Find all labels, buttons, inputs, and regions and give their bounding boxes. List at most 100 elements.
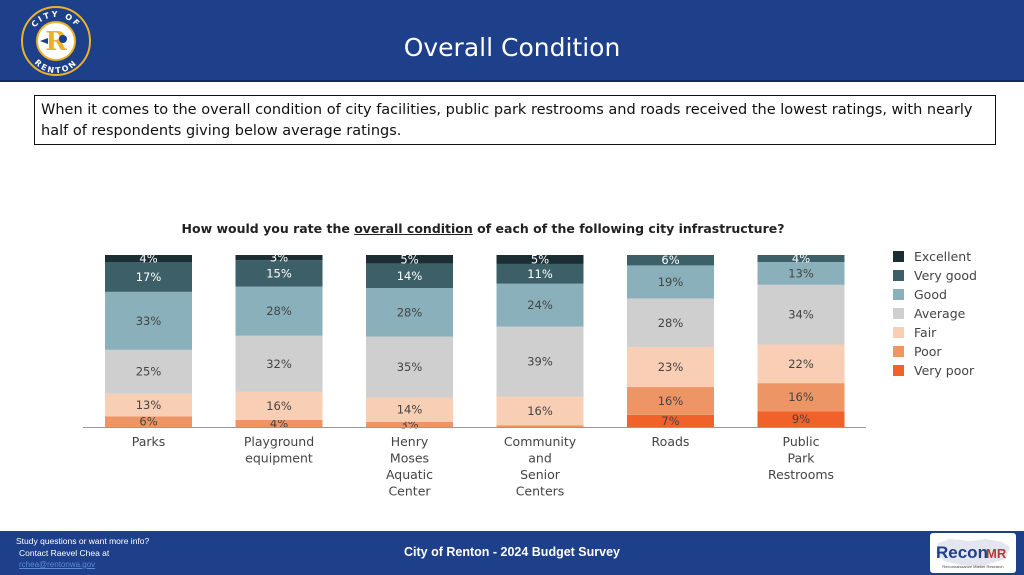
data-label: 6% xyxy=(661,253,679,267)
category-label: Community xyxy=(504,434,577,449)
data-label: 28% xyxy=(658,316,684,330)
contact-line-2: Contact Raevel Chea at xyxy=(19,548,110,558)
bar-segment-fair xyxy=(496,396,584,426)
data-label: 13% xyxy=(136,398,162,412)
city-seal-logo: CITY OF RENTON R xyxy=(21,6,91,76)
bar-segment-average xyxy=(627,298,714,348)
legend-label: Average xyxy=(914,306,966,321)
brand-accent: MR xyxy=(986,546,1007,561)
data-label: 7% xyxy=(661,414,679,428)
bar-segment-poor xyxy=(366,421,453,427)
survey-name: City of Renton - 2024 Budget Survey xyxy=(403,545,620,559)
bar-segment-very-poor xyxy=(757,411,845,427)
data-label: 15% xyxy=(266,266,292,280)
contact-note: Study questions or want more info? Conta… xyxy=(16,535,149,571)
legend-swatch xyxy=(893,270,904,281)
footer-bar: Study questions or want more info? Conta… xyxy=(0,531,1024,575)
category-label: Moses xyxy=(390,451,429,466)
data-label: 23% xyxy=(658,360,684,374)
bar-segment-poor xyxy=(496,425,584,427)
contact-line-1: Study questions or want more info? xyxy=(16,536,150,546)
data-label: 39% xyxy=(527,355,553,369)
category-label: Park xyxy=(787,451,815,466)
chart-question-prefix: How would you rate the xyxy=(181,221,355,236)
data-label: 17% xyxy=(136,270,162,284)
data-label: 24% xyxy=(527,298,553,312)
data-label: 4% xyxy=(792,252,810,266)
bar-segment-good xyxy=(757,262,845,285)
data-label: 3% xyxy=(270,251,288,265)
data-label: 25% xyxy=(136,365,162,379)
bar-segment-average xyxy=(105,349,192,394)
bar-segment-excellent xyxy=(105,255,192,263)
legend-swatch xyxy=(893,365,904,376)
chart-question: How would you rate the overall condition… xyxy=(0,221,966,236)
brand-tagline: Reconnaissance Market Research xyxy=(942,564,1003,569)
bar-segment-fair xyxy=(235,391,323,420)
header-bar: CITY OF RENTON R Overall Condition xyxy=(0,0,1024,82)
bar-segment-poor xyxy=(757,383,845,412)
category-label: Public xyxy=(783,434,820,449)
bar-segment-very-poor xyxy=(627,414,714,427)
bar-segment-fair xyxy=(627,347,714,388)
data-label: 33% xyxy=(136,314,162,328)
data-label: 14% xyxy=(397,269,423,283)
category-label: equipment xyxy=(245,451,313,466)
bar-segment-excellent xyxy=(496,255,584,264)
data-label: 16% xyxy=(658,394,684,408)
legend-label: Good xyxy=(914,287,947,302)
legend-swatch xyxy=(893,289,904,300)
data-label: 4% xyxy=(270,416,288,430)
data-label: 5% xyxy=(531,252,549,266)
bar-segment-very-good xyxy=(235,260,323,287)
data-label: 34% xyxy=(788,308,814,322)
summary-callout: When it comes to the overall condition o… xyxy=(34,95,996,145)
contact-email-link[interactable]: rchea@rentonwa.gov xyxy=(19,560,96,569)
data-label: 9% xyxy=(792,412,810,426)
data-label: 13% xyxy=(788,266,814,280)
bar-segment-excellent xyxy=(366,255,453,264)
data-label: 14% xyxy=(397,403,423,417)
data-label: 28% xyxy=(397,305,423,319)
legend-swatch xyxy=(893,327,904,338)
bar-segment-average xyxy=(496,326,584,397)
legend-label: Fair xyxy=(914,325,937,340)
bar-segment-good xyxy=(496,283,584,327)
category-label: and xyxy=(528,451,552,466)
bar-segment-fair xyxy=(105,393,192,417)
bar-segment-very-good xyxy=(105,262,192,292)
data-label: 22% xyxy=(788,357,814,371)
bar-segment-average xyxy=(366,336,453,398)
bar-segment-very-good xyxy=(366,263,453,289)
bar-segment-fair xyxy=(757,344,845,384)
page-title: Overall Condition xyxy=(403,33,621,62)
chart-question-suffix: of each of the following city infrastruc… xyxy=(472,221,785,236)
bar-segment-very-good xyxy=(627,255,714,266)
bar-segment-poor xyxy=(105,416,192,427)
data-label: 28% xyxy=(266,304,292,318)
category-label: Aquatic xyxy=(386,467,433,482)
legend-swatch xyxy=(893,308,904,319)
bar-segment-average xyxy=(757,284,845,345)
category-label: Henry xyxy=(391,434,429,449)
bar-segment-good xyxy=(366,288,453,337)
bar-segment-very-good xyxy=(496,263,584,284)
data-label: 11% xyxy=(527,267,553,281)
seal-letter: R xyxy=(45,27,67,57)
legend-label: Poor xyxy=(914,344,942,359)
chart-question-emphasis: overall condition xyxy=(354,221,473,236)
bar-segment-good xyxy=(235,286,323,336)
brand-name: Recon xyxy=(936,543,988,562)
category-label: Centers xyxy=(516,484,565,499)
category-label: Center xyxy=(388,484,431,499)
bar-segment-fair xyxy=(366,397,453,422)
data-label: 16% xyxy=(788,390,814,404)
category-label: Restrooms xyxy=(768,467,834,482)
bar-segment-very-good xyxy=(757,255,845,263)
bar-segment-poor xyxy=(627,387,714,415)
stacked-bar-chart: 6% 13% 25% 33% 17% 4% Parks 4% 16% 32% 28% 15%3% Pla… xyxy=(83,249,977,499)
data-label: 4% xyxy=(139,252,157,266)
category-label: Parks xyxy=(132,434,166,449)
data-label: 19% xyxy=(658,275,684,289)
data-label: 5% xyxy=(400,252,418,266)
